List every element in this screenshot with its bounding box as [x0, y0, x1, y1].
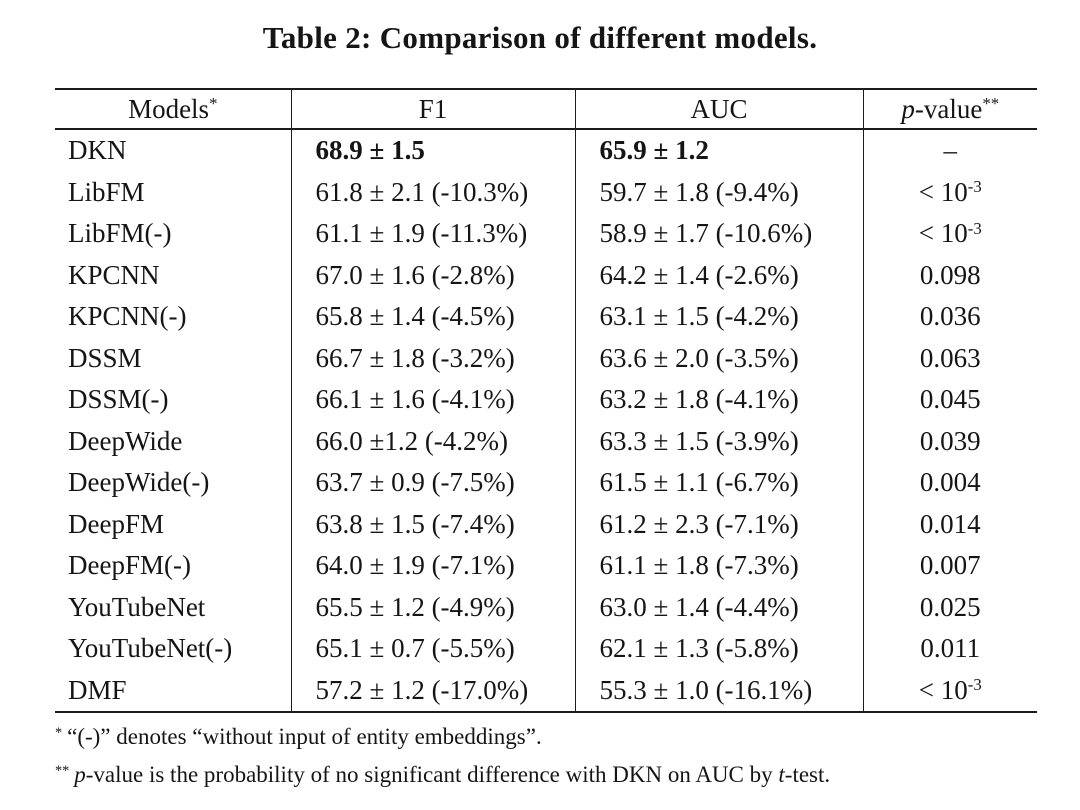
model-cell: DeepFM [68, 508, 164, 539]
f1-cell: 61.1 ± 1.9 (-11.3%) [290, 213, 575, 255]
model-cell: DeepWide(-) [68, 467, 210, 498]
auc-cell: 61.2 ± 2.3 (-7.1%) [574, 503, 863, 545]
model-cell: LibFM(-) [68, 218, 172, 249]
pvalue-cell: 0.014 [862, 503, 1037, 545]
pvalue-cell: 0.045 [862, 379, 1037, 421]
pvalue-cell: < 10-3 [862, 171, 1037, 213]
model-cell: DSSM [68, 342, 142, 373]
model-cell: LibFM [68, 176, 145, 207]
header-pvalue-footnote-mark: ** [982, 94, 1000, 114]
table-row: DSSM 66.7 ± 1.8 (-3.2%) 63.6 ± 2.0 (-3.5%)… [55, 337, 1037, 379]
model-cell: KPCNN(-) [68, 301, 187, 332]
f1-cell: 68.9 ± 1.5 [290, 129, 575, 172]
table-row: KPCNN 67.0 ± 1.6 (-2.8%) 64.2 ± 1.4 (-2.6%… [55, 254, 1037, 296]
auc-cell: 63.6 ± 2.0 (-3.5%) [574, 337, 863, 379]
pvalue-cell: 0.007 [862, 545, 1037, 587]
comparison-table: Models* F1 AUC p-value** DKN 68.9 ± 1.5 65… [55, 88, 1037, 713]
pvalue-cell: 0.011 [862, 628, 1037, 670]
f1-cell: 67.0 ± 1.6 (-2.8%) [290, 254, 575, 296]
auc-cell: 55.3 ± 1.0 (-16.1%) [574, 669, 863, 712]
auc-cell: 61.1 ± 1.8 (-7.3%) [574, 545, 863, 587]
f1-cell: 61.8 ± 2.1 (-10.3%) [290, 171, 575, 213]
model-cell: YouTubeNet(-) [68, 633, 233, 664]
auc-cell: 63.3 ± 1.5 (-3.9%) [574, 420, 863, 462]
footnote-text: -test. [784, 762, 831, 787]
table-row: KPCNN(-) 65.8 ± 1.4 (-4.5%) 63.1 ± 1.5 (-4… [55, 296, 1037, 338]
pvalue-exponent: -3 [967, 177, 982, 197]
f1-cell: 64.0 ± 1.9 (-7.1%) [290, 545, 575, 587]
model-cell: KPCNN [68, 259, 160, 290]
auc-cell: 65.9 ± 1.2 [574, 129, 863, 172]
pvalue-exponent: -3 [967, 218, 982, 238]
pvalue-cell: < 10-3 [862, 669, 1037, 712]
footnote-italic-text: p [74, 762, 86, 787]
footnotes: * “(-)” denotes “without input of entity … [55, 722, 1037, 798]
table-row: LibFM 61.8 ± 2.1 (-10.3%) 59.7 ± 1.8 (-9.4… [55, 171, 1037, 213]
table-row: LibFM(-) 61.1 ± 1.9 (-11.3%) 58.9 ± 1.7 (-… [55, 213, 1037, 255]
f1-cell: 66.7 ± 1.8 (-3.2%) [290, 337, 575, 379]
f1-cell: 63.7 ± 0.9 (-7.5%) [290, 462, 575, 504]
model-cell: DKN [68, 135, 127, 166]
pvalue-cell: 0.036 [862, 296, 1037, 338]
model-cell: DSSM(-) [68, 384, 169, 415]
pvalue-cell: 0.039 [862, 420, 1037, 462]
model-cell: DeepWide [68, 425, 183, 456]
header-pvalue-italic-p: p [901, 93, 915, 124]
footnote-text: “(-)” denotes “without input of entity e… [67, 724, 542, 749]
header-models-footnote-mark: * [209, 94, 218, 114]
table-header: Models* F1 AUC p-value** [55, 89, 1037, 130]
model-cell: YouTubeNet [68, 591, 206, 622]
header-pvalue: p-value** [862, 89, 1037, 130]
table-row: DeepFM(-) 64.0 ± 1.9 (-7.1%) 61.1 ± 1.8 (-… [55, 545, 1037, 587]
table-row: DeepWide 66.0 ±1.2 (-4.2%) 63.3 ± 1.5 (-3.… [55, 420, 1037, 462]
auc-cell: 64.2 ± 1.4 (-2.6%) [574, 254, 863, 296]
table-row: DSSM(-) 66.1 ± 1.6 (-4.1%) 63.2 ± 1.8 (-4.… [55, 379, 1037, 421]
model-cell: DeepFM(-) [68, 550, 191, 581]
f1-cell: 65.8 ± 1.4 (-4.5%) [290, 296, 575, 338]
pvalue-cell: < 10-3 [862, 213, 1037, 255]
f1-cell: 57.2 ± 1.2 (-17.0%) [290, 669, 575, 712]
f1-cell: 63.8 ± 1.5 (-7.4%) [290, 503, 575, 545]
auc-cell: 61.5 ± 1.1 (-6.7%) [574, 462, 863, 504]
table-caption: Table 2: Comparison of different models. [262, 20, 818, 55]
model-cell: DMF [68, 674, 127, 705]
table-row: DKN 68.9 ± 1.5 65.9 ± 1.2– [55, 129, 1037, 172]
footnote-marker: * [55, 724, 63, 741]
f1-cell: 65.5 ± 1.2 (-4.9%) [290, 586, 575, 628]
auc-cell: 63.2 ± 1.8 (-4.1%) [574, 379, 863, 421]
table-row: DeepWide(-) 63.7 ± 0.9 (-7.5%) 61.5 ± 1.1 … [55, 462, 1037, 504]
auc-cell: 62.1 ± 1.3 (-5.8%) [574, 628, 863, 670]
header-row: Models* F1 AUC p-value** [55, 89, 1037, 130]
pvalue-cell: 0.098 [862, 254, 1037, 296]
pvalue-cell: 0.025 [862, 586, 1037, 628]
footnote-italic-text: t [778, 762, 785, 787]
auc-cell: 59.7 ± 1.8 (-9.4%) [574, 171, 863, 213]
pvalue-cell: 0.063 [862, 337, 1037, 379]
auc-cell: 63.1 ± 1.5 (-4.2%) [574, 296, 863, 338]
footnote: ** p-value is the probability of no signi… [55, 760, 1037, 789]
header-f1: F1 [290, 89, 575, 130]
pvalue-cell: 0.004 [862, 462, 1037, 504]
footnote-marker: ** [55, 762, 70, 779]
header-models: Models* [55, 89, 291, 130]
auc-cell: 63.0 ± 1.4 (-4.4%) [574, 586, 863, 628]
table-row: YouTubeNet(-) 65.1 ± 0.7 (-5.5%) 62.1 ± 1.… [55, 628, 1037, 670]
f1-cell: 66.1 ± 1.6 (-4.1%) [290, 379, 575, 421]
footnote-text: -value is the probability of no signific… [85, 762, 779, 787]
header-models-label: Models [128, 93, 210, 124]
pvalue-exponent: -3 [967, 675, 982, 695]
header-pvalue-label: -value [914, 93, 983, 124]
table-body: DKN 68.9 ± 1.5 65.9 ± 1.2– LibFM 61.8 ± 2.1 … [55, 129, 1037, 712]
header-auc: AUC [574, 89, 863, 130]
table-row: DeepFM 63.8 ± 1.5 (-7.4%) 61.2 ± 2.3 (-7.1… [55, 503, 1037, 545]
f1-cell: 66.0 ±1.2 (-4.2%) [290, 420, 575, 462]
footnote: * “(-)” denotes “without input of entity … [55, 722, 1037, 751]
f1-cell: 65.1 ± 0.7 (-5.5%) [290, 628, 575, 670]
pvalue-cell: – [862, 129, 1037, 172]
table-row: YouTubeNet 65.5 ± 1.2 (-4.9%) 63.0 ± 1.4 (… [55, 586, 1037, 628]
table-row: DMF 57.2 ± 1.2 (-17.0%) 55.3 ± 1.0 (-16.1%… [55, 669, 1037, 712]
auc-cell: 58.9 ± 1.7 (-10.6%) [574, 213, 863, 255]
